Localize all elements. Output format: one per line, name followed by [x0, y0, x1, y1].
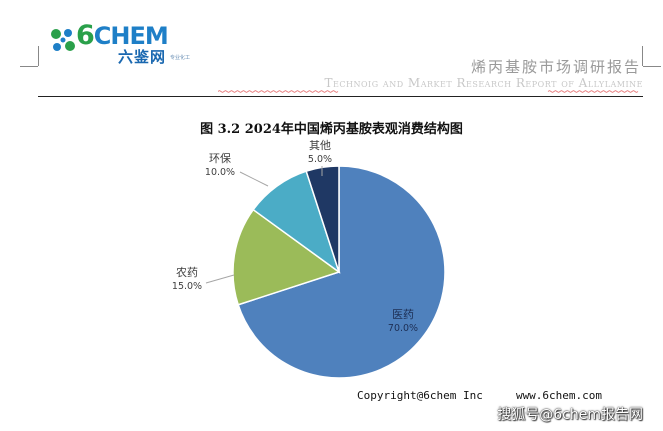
company-logo: 6CHEM 六鉴网 专业化工: [48, 20, 198, 66]
slice-percent-2: 10.0%: [205, 167, 235, 178]
molecule-icon: [51, 29, 75, 51]
slice-label-1: 农药: [176, 265, 198, 279]
header-corner-left-h: [20, 66, 38, 67]
slice-percent-3: 5.0%: [308, 154, 332, 165]
header-rule: [38, 96, 643, 97]
leader-line-1: [205, 274, 235, 284]
slice-percent-1: 15.0%: [172, 281, 202, 292]
copyright-text: Copyright@6chem Inc www.6chem.com: [357, 389, 603, 402]
logo-cn-name: 六鉴网: [118, 48, 167, 66]
logo-wordmark: 6CHEM: [76, 20, 169, 51]
header-corner-right-v: [642, 46, 643, 66]
source-watermark: 搜狐号@6chem报告网: [497, 407, 643, 423]
leader-line-2: [239, 171, 269, 187]
chart-title: 图 3.2 2024年中国烯丙基胺表观消费结构图: [200, 122, 463, 137]
logo-six: 6: [76, 20, 95, 51]
report-title-en: Technoig and Market Research Report of A…: [324, 76, 643, 90]
header-corner-left-v: [38, 46, 39, 66]
header-corner-right-h: [643, 66, 661, 67]
pie-slice-1: [232, 208, 341, 306]
slice-label-3: 其他: [309, 139, 331, 152]
pie-slice-0: [237, 165, 446, 379]
report-title-cn: 烯丙基胺市场调研报告: [470, 58, 641, 76]
slice-percent-0: 70.0%: [388, 323, 418, 334]
spellcheck-underline: [218, 90, 639, 93]
slice-label-0: 医药: [392, 308, 414, 321]
logo-tagline: 专业化工: [170, 55, 191, 61]
slice-label-2: 环保: [209, 151, 231, 165]
logo-chem: CHEM: [93, 22, 169, 50]
